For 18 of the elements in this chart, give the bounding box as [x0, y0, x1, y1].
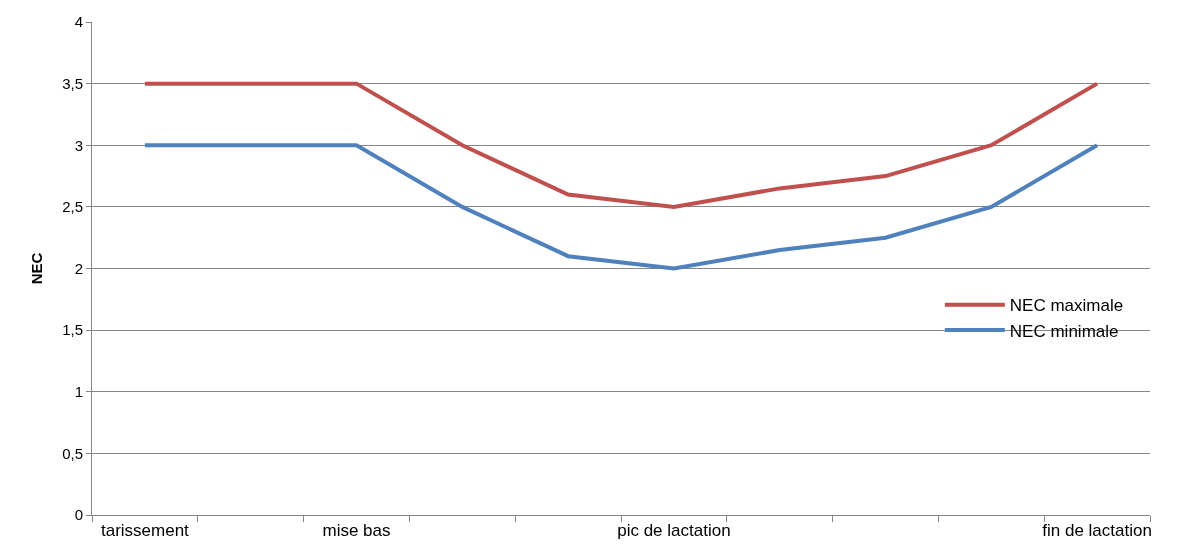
y-tick-label: 1,5: [62, 321, 83, 339]
line-series: [142, 81, 1100, 209]
x-tick-label: mise bas: [322, 521, 391, 541]
y-axis-title: NEC: [28, 252, 46, 285]
y-tick-label: 2: [74, 259, 83, 277]
x-tick-label: tarissement: [100, 521, 190, 541]
y-tick-label: 0,5: [62, 444, 83, 462]
y-tick-label: 0: [74, 506, 83, 524]
y-tick-label: 4: [74, 13, 83, 31]
x-tick-label: fin de lactation: [1042, 521, 1152, 541]
line-series: [142, 143, 1100, 271]
y-tick-label: 3: [74, 136, 83, 154]
y-tick-label: 2,5: [62, 198, 83, 216]
x-tick-label: pic de lactation: [617, 521, 731, 541]
y-tick-label: 1: [74, 383, 83, 400]
legend-label: NEC maximale: [1009, 296, 1124, 316]
legend-label: NEC minimale: [1009, 321, 1119, 341]
y-tick-label: 3,5: [62, 74, 83, 92]
